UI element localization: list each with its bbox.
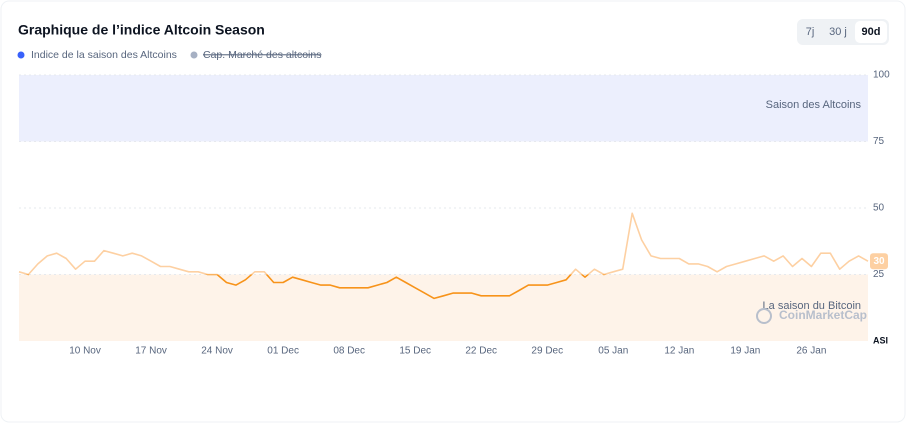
range-button-label[interactable]: 7j	[806, 26, 815, 38]
range-button-label[interactable]: 30 j	[829, 26, 847, 38]
band-label: La saison du Bitcoin	[763, 300, 861, 312]
y-tick-label: 25	[873, 269, 885, 280]
watermark-logo	[756, 308, 772, 324]
band	[19, 75, 868, 142]
range-button[interactable]	[855, 21, 887, 43]
value-badge	[870, 253, 888, 270]
x-tick-label: 24 Nov	[201, 346, 233, 357]
x-tick-label: 01 Dec	[267, 346, 299, 357]
range-button-label[interactable]: 90d	[862, 26, 881, 38]
x-tick-label: 15 Dec	[399, 346, 431, 357]
band	[19, 274, 868, 341]
legend-marker	[190, 51, 198, 59]
band-label: Saison des Altcoins	[766, 99, 862, 111]
value-badge-label: 30	[873, 256, 885, 267]
x-tick-label: 26 Jan	[796, 346, 826, 357]
x-tick-label: 05 Jan	[598, 346, 628, 357]
y-tick-label: 75	[873, 136, 885, 147]
watermark: CoinMarketCap	[779, 308, 867, 322]
x-tick-label: 29 Dec	[531, 346, 563, 357]
x-tick-label: 17 Nov	[135, 346, 167, 357]
x-tick-label: 19 Jan	[730, 346, 760, 357]
line	[18, 212, 869, 300]
x-tick-label: 10 Nov	[69, 346, 101, 357]
legend-label[interactable]: Indice de la saison des Altcoins	[31, 49, 177, 61]
x-tick-label: 22 Dec	[465, 346, 497, 357]
chart-title: Graphique de l’indice Altcoin Season	[18, 22, 265, 38]
y-axis-label: ASI	[873, 335, 888, 345]
x-tick-label: 12 Jan	[664, 346, 694, 357]
y-tick-label: 100	[873, 70, 890, 81]
x-tick-label: 08 Dec	[333, 346, 365, 357]
legend-marker	[17, 51, 25, 59]
y-tick-label: 50	[873, 203, 885, 214]
legend-label[interactable]: Cap. Marché des altcoins	[203, 49, 321, 61]
